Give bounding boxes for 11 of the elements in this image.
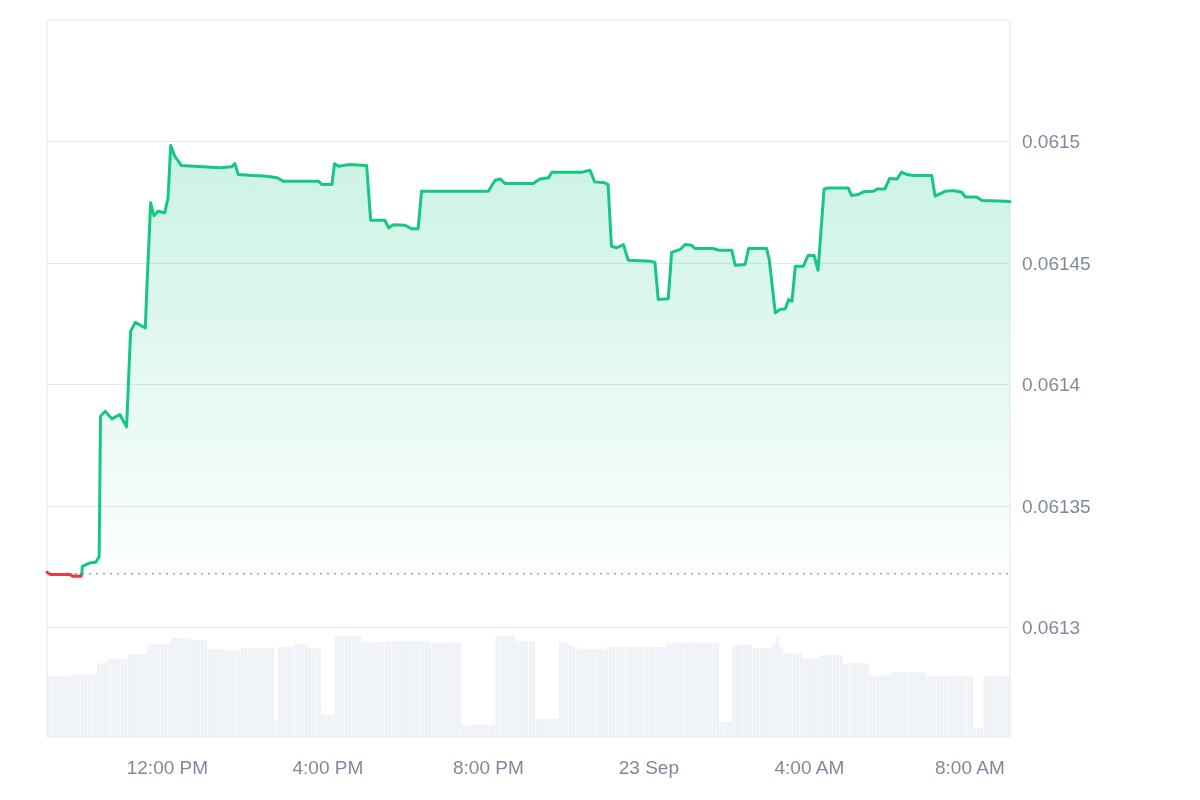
- y-tick-label: 0.06135: [1022, 495, 1091, 517]
- x-tick-label: 4:00 PM: [292, 757, 364, 778]
- x-tick-label: 4:00 AM: [774, 757, 845, 778]
- y-tick-label: 0.06145: [1022, 252, 1091, 274]
- x-tick-label: 23 Sep: [618, 757, 679, 778]
- y-tick-label: 0.0613: [1022, 617, 1081, 639]
- y-tick-label: 0.0615: [1022, 131, 1081, 153]
- x-tick-label: 8:00 AM: [935, 757, 1005, 778]
- x-tick-label: 8:00 PM: [452, 757, 524, 778]
- y-tick-label: 0.0614: [1022, 374, 1081, 396]
- x-tick-label: 12:00 PM: [126, 757, 209, 778]
